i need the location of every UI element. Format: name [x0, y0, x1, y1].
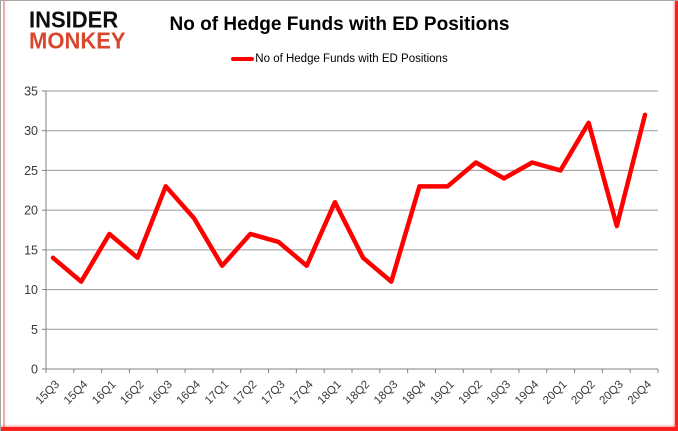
- logo-line-monkey: MONKEY: [29, 27, 126, 54]
- x-tick-label: 18Q3: [372, 379, 400, 407]
- y-tick-label: 10: [24, 283, 38, 297]
- y-tick-label: 15: [24, 243, 38, 257]
- x-tick-label: 17Q4: [287, 378, 316, 407]
- right-accent-border: [675, 1, 678, 431]
- series-line: [50, 112, 648, 284]
- x-tick-label: 17Q1: [203, 379, 231, 407]
- x-tick-label: 16Q2: [118, 379, 146, 407]
- x-tick-label: 18Q2: [344, 379, 372, 407]
- logo-line-insider: INSIDER: [29, 6, 119, 33]
- y-tick-label: 30: [24, 124, 38, 138]
- legend: No of Hedge Funds with ED Positions: [1, 53, 678, 65]
- legend-label: No of Hedge Funds with ED Positions: [255, 53, 448, 65]
- y-tick-label: 0: [31, 363, 38, 377]
- x-tick-label: 20Q3: [598, 379, 626, 407]
- x-tick-label: 20Q1: [541, 379, 569, 407]
- x-tick-label: 20Q4: [626, 378, 655, 407]
- x-tick-label: 16Q1: [90, 379, 118, 407]
- left-accent-border: [3, 1, 5, 431]
- x-tick-label: 20Q2: [569, 379, 597, 407]
- y-tick-label: 35: [24, 85, 38, 99]
- x-tick-label: 19Q2: [457, 379, 485, 407]
- x-tick-label: 19Q3: [485, 379, 513, 407]
- x-tick-label: 19Q1: [428, 379, 456, 407]
- insider-monkey-logo: INSIDER MONKEY: [29, 6, 126, 54]
- x-tick-label: 15Q4: [62, 378, 91, 407]
- x-tick-label: 18Q1: [316, 379, 344, 407]
- chart-title: No of Hedge Funds with ED Positions: [169, 14, 510, 35]
- x-tick-label: 18Q4: [400, 378, 429, 407]
- y-tick-label: 20: [24, 204, 38, 218]
- x-tick-label: 16Q4: [175, 378, 204, 407]
- x-tick-label: 17Q2: [231, 379, 259, 407]
- x-tick-label: 15Q3: [34, 379, 62, 407]
- y-tick-label: 5: [31, 323, 38, 337]
- x-tick-label: 19Q4: [513, 378, 542, 407]
- x-tick-label: 17Q3: [259, 379, 287, 407]
- legend-line-marker: [231, 57, 255, 61]
- x-tick-label: 16Q3: [146, 379, 174, 407]
- bottom-accent-border: [1, 427, 678, 431]
- y-tick-label: 25: [24, 164, 38, 178]
